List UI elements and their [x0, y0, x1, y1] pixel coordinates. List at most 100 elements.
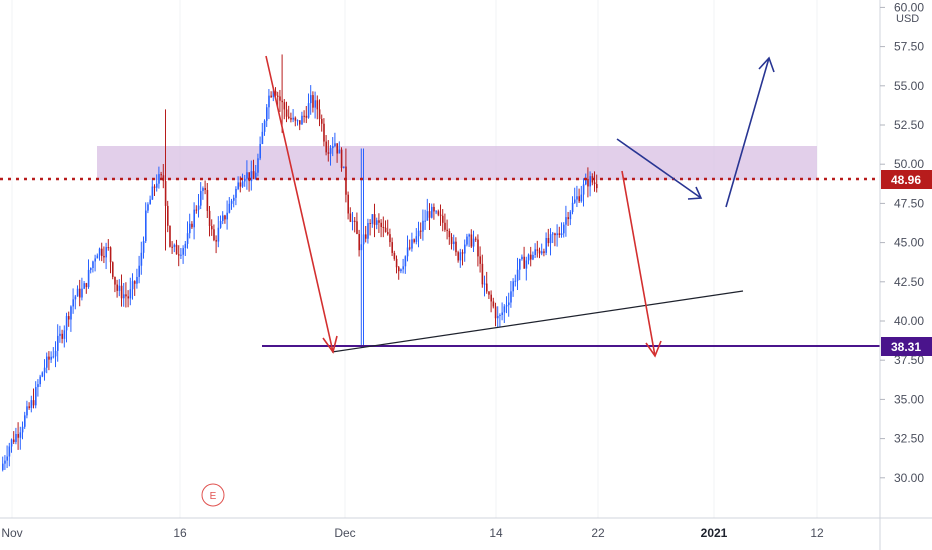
candle: [39, 374, 41, 387]
resistance-zone: [97, 146, 817, 180]
candle: [310, 85, 312, 115]
candle: [206, 183, 209, 219]
candle: [32, 388, 35, 409]
candle: [538, 247, 541, 259]
candle: [450, 233, 453, 250]
candle: [510, 280, 512, 308]
candle: [466, 233, 468, 247]
candle: [369, 219, 371, 236]
candle: [147, 202, 149, 214]
candle: [257, 153, 259, 177]
candle: [494, 302, 497, 327]
x-tick-label: 14: [489, 526, 503, 540]
candle: [261, 122, 264, 145]
candle: [202, 186, 204, 200]
candle: [180, 248, 182, 260]
candle: [74, 294, 77, 310]
candle: [81, 277, 83, 301]
y-tick-label: 45.00: [894, 236, 924, 250]
candle: [525, 256, 528, 281]
candle: [499, 313, 501, 327]
candle: [589, 171, 591, 197]
candle: [435, 210, 437, 215]
candle: [167, 200, 169, 233]
candle: [574, 187, 576, 204]
candle: [560, 222, 563, 238]
candle: [123, 282, 125, 307]
candle: [72, 288, 74, 314]
candle: [158, 166, 160, 189]
candle: [98, 247, 101, 261]
candle: [545, 232, 547, 256]
candle: [116, 279, 118, 298]
candle: [358, 229, 360, 257]
candle: [391, 237, 393, 257]
candle: [65, 312, 68, 343]
candle: [516, 257, 519, 290]
candle: [228, 197, 231, 214]
candle: [549, 228, 552, 256]
currency-label: USD: [896, 13, 919, 25]
candle: [340, 147, 343, 172]
candle: [26, 400, 28, 419]
candle: [426, 198, 429, 221]
candle: [290, 112, 292, 123]
candle: [382, 216, 385, 238]
candle: [175, 239, 178, 255]
candle: [285, 101, 288, 123]
candle: [145, 202, 147, 244]
candle: [125, 282, 127, 308]
candle: [184, 241, 187, 256]
candle: [402, 258, 404, 274]
x-tick-label: Dec: [334, 526, 355, 540]
y-tick-label: 32.50: [894, 432, 924, 446]
candle: [266, 104, 268, 127]
candle: [252, 159, 255, 180]
y-tick-label: 30.00: [894, 471, 924, 485]
candle: [191, 221, 193, 229]
candle: [351, 211, 354, 231]
candle: [59, 325, 61, 343]
candle: [217, 216, 220, 248]
candle: [398, 265, 400, 280]
price-badge-label: 48.96: [891, 173, 921, 187]
candle: [13, 431, 15, 445]
candle: [571, 196, 574, 215]
candle: [151, 180, 154, 201]
candle: [415, 228, 418, 245]
candle: [120, 274, 123, 307]
candle: [15, 427, 17, 445]
candle: [169, 225, 171, 248]
candle: [4, 455, 6, 470]
candle: [92, 260, 94, 273]
candle: [477, 234, 479, 267]
candle: [237, 176, 239, 191]
candle: [442, 209, 444, 232]
candle: [235, 186, 237, 206]
x-axis: Nov 16 Dec 14 22 2021 12: [1, 526, 824, 540]
candle: [431, 203, 433, 219]
candle: [327, 140, 330, 162]
candle: [52, 347, 55, 359]
candle: [580, 185, 583, 203]
candle: [41, 371, 44, 378]
candle: [530, 246, 532, 267]
candle: [411, 232, 413, 252]
candle: [554, 232, 556, 247]
candle: [347, 191, 349, 220]
candle: [17, 422, 19, 450]
candle: [30, 395, 33, 413]
candle: [222, 211, 224, 225]
candle: [316, 95, 319, 120]
candle: [35, 381, 37, 409]
candle: [420, 222, 422, 239]
candle: [417, 221, 420, 248]
candle: [299, 120, 301, 131]
candle: [380, 219, 382, 238]
candle: [395, 255, 398, 274]
candle: [376, 217, 378, 230]
candle: [373, 203, 376, 238]
candle: [312, 91, 314, 113]
candle: [475, 236, 477, 242]
